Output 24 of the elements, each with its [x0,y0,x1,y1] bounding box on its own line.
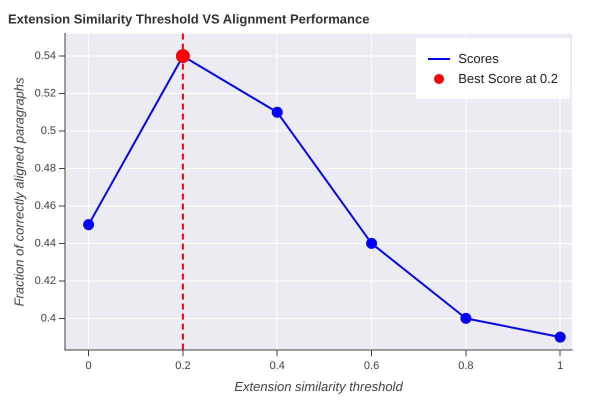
x-tick-label: 0 [86,360,92,372]
point [554,332,566,343]
y-tick-label: 0.54 [34,50,56,62]
x-tick-label: 1 [557,360,564,372]
y-tick-label: 0.52 [34,88,56,100]
x-tick-label: 0.6 [364,360,380,372]
point [460,312,472,324]
x-tick-label: 0.8 [458,360,474,372]
x-tick-label: 0.4 [270,360,285,372]
y-tick-label: 0.4 [40,312,56,324]
y-tick-label: 0.46 [34,200,56,212]
point [272,106,283,118]
legend-label: Scores [458,51,499,66]
y-tick-label: 0.5 [40,125,56,138]
point [83,219,94,230]
y-axis-title: Fraction of correctly aligned paragraphs [11,76,26,306]
x-axis-title: Extension similarity threshold [234,378,404,394]
legend-label: Best Score at 0.2 [458,71,558,86]
chart-title: Extension Similarity Threshold VS Alignment Performance [8,11,370,26]
y-tick-label: 0.42 [34,274,56,287]
y-tick-label: 0.48 [34,162,56,175]
x-tick-label: 0.2 [175,360,191,372]
point [366,238,378,249]
y-tick-label: 0.44 [34,237,56,250]
